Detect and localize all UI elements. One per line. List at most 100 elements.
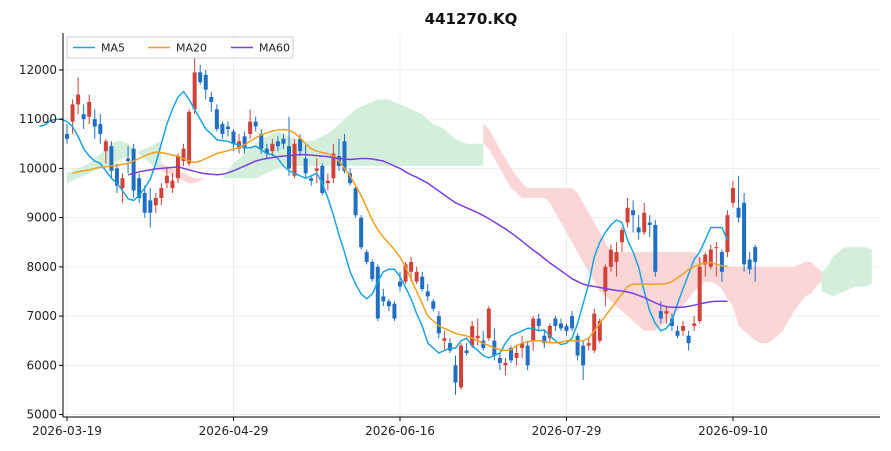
candle-body-32 (242, 136, 247, 149)
candle-body-105 (647, 222, 652, 225)
candle-body-90 (564, 325, 569, 331)
candle-body-13 (137, 178, 142, 198)
candle-body-68 (442, 338, 447, 341)
candle-body-11 (126, 158, 131, 161)
candle-body-39 (281, 138, 286, 144)
candle-body-70 (453, 365, 458, 383)
y-tick-label-1: 6000 (26, 358, 57, 372)
legend-label-ma20: MA20 (176, 42, 207, 55)
candle-body-58 (386, 301, 391, 307)
candle-body-42 (298, 138, 303, 152)
candle-body-116 (708, 249, 713, 267)
candle-body-21 (181, 148, 186, 161)
x-tick-label-1: 2026-04-29 (199, 424, 269, 438)
candle-body-71 (459, 345, 464, 388)
candle-body-107 (658, 311, 663, 319)
candle-body-63 (414, 271, 419, 282)
candle-body-53 (359, 217, 364, 248)
candle-body-12 (131, 148, 136, 191)
candle-body-43 (303, 158, 308, 174)
candle-body-113 (692, 323, 697, 326)
candle-body-82 (520, 343, 525, 349)
candle-body-87 (547, 325, 552, 339)
candle-body-86 (542, 335, 547, 344)
x-tick-label-3: 2026-07-29 (532, 424, 602, 438)
candle-body-18 (164, 175, 169, 184)
candle-body-59 (392, 303, 397, 319)
candle-body-56 (375, 266, 380, 319)
candle-body-1 (70, 104, 75, 122)
candle-body-121 (736, 207, 741, 218)
ma20-line (72, 128, 728, 352)
candle-body-98 (608, 249, 613, 267)
candle-body-36 (264, 148, 269, 154)
cloud-segment-0-bull (67, 141, 162, 184)
candle-body-74 (475, 335, 480, 339)
legend-label-ma5: MA5 (101, 42, 125, 55)
candle-body-52 (353, 188, 358, 216)
candle-body-64 (420, 276, 425, 289)
candle-body-24 (198, 72, 203, 83)
candle-body-73 (470, 325, 475, 346)
candle-body-109 (669, 318, 674, 326)
y-tick-label-7: 12000 (19, 63, 57, 77)
candle-body-41 (292, 143, 297, 176)
candle-body-35 (259, 133, 264, 149)
candle-body-48 (331, 153, 336, 179)
candle-body-94 (586, 343, 591, 346)
candle-body-96 (597, 321, 602, 341)
candle-body-85 (536, 318, 541, 326)
legend-label-ma60: MA60 (259, 42, 290, 55)
cloud-segment-3-bear (483, 124, 822, 344)
candle-body-100 (620, 229, 624, 243)
candle-body-78 (497, 357, 502, 363)
candle-body-124 (753, 247, 758, 262)
candle-body-28 (220, 124, 225, 134)
candle-body-119 (725, 215, 730, 253)
x-tick-label-2: 2026-06-16 (365, 424, 435, 438)
candle-body-15 (148, 200, 153, 213)
y-tick-label-5: 10000 (19, 161, 57, 175)
candle-body-81 (514, 353, 519, 358)
chart-title: 441270.KQ (425, 10, 518, 28)
candle-body-62 (409, 261, 414, 272)
candle-body-33 (248, 121, 253, 134)
candle-body-10 (120, 178, 125, 189)
candle-body-55 (370, 261, 375, 280)
candle-body-111 (681, 325, 686, 331)
candle-body-54 (364, 252, 369, 262)
candle-body-102 (631, 210, 636, 216)
grid-lines (63, 33, 880, 417)
candle-body-47 (325, 180, 330, 184)
candle-body-30 (231, 131, 236, 144)
candle-body-65 (425, 291, 430, 297)
candle-body-75 (481, 340, 486, 349)
candle-body-26 (209, 97, 214, 102)
candle-body-61 (403, 264, 408, 282)
candle-body-117 (714, 247, 719, 249)
candle-body-16 (153, 197, 158, 206)
candle-body-108 (664, 311, 669, 314)
candle-body-57 (381, 296, 386, 302)
y-tick-label-2: 7000 (26, 309, 57, 323)
legend-box (66, 36, 294, 59)
candle-body-69 (447, 343, 452, 351)
candle-body-2 (76, 94, 81, 105)
candle-body-37 (270, 143, 275, 152)
candle-body-45 (314, 168, 319, 171)
candle-body-6 (98, 124, 103, 134)
candle-body-91 (570, 316, 575, 329)
candle-body-84 (531, 318, 536, 341)
candle-body-50 (342, 141, 347, 171)
candle-body-3 (81, 114, 86, 120)
x-tick-label-4: 2026-09-10 (698, 424, 768, 438)
candle-body-60 (398, 281, 402, 287)
candle-body-17 (159, 188, 164, 198)
candle-body-118 (719, 252, 724, 272)
candle-body-101 (625, 207, 630, 223)
candle-body-40 (287, 146, 291, 169)
candle-body-80 (509, 348, 513, 361)
candle-body-66 (431, 301, 436, 309)
candle-body-104 (642, 212, 647, 233)
